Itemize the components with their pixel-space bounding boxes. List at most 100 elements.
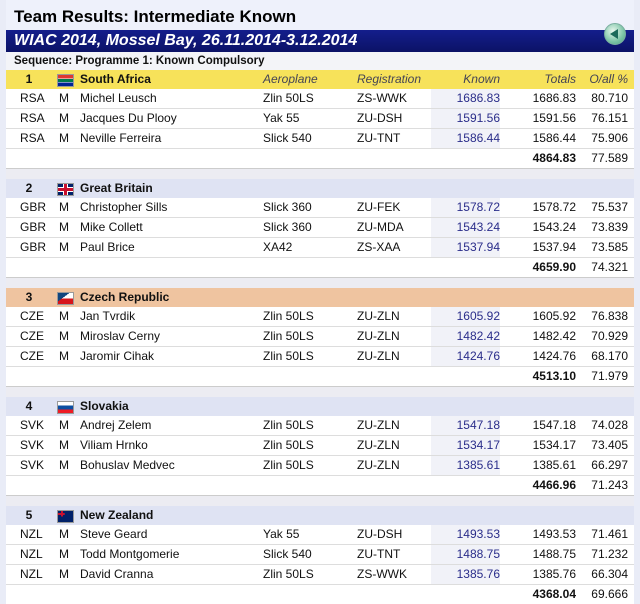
pilot-overall-pct: 73.585: [591, 240, 628, 254]
pilot-row[interactable]: RSA M Michel Leusch Zlin 50LS ZS-WWK 1686.83 1…: [6, 89, 634, 108]
team-header[interactable]: 5 New Zealand: [6, 506, 634, 525]
pilot-registration: ZS-XAA: [357, 240, 401, 254]
pilot-sex: M: [59, 567, 69, 581]
pilot-registration: ZU-DSH: [357, 111, 403, 125]
pilot-overall-pct: 71.232: [591, 547, 628, 561]
pilot-nation: RSA: [20, 131, 45, 145]
pilot-overall-pct: 75.537: [591, 200, 628, 214]
team-header[interactable]: 3 Czech Republic: [6, 288, 634, 307]
team-overall-pct: 77.589: [591, 151, 628, 165]
pilot-overall-pct: 70.929: [591, 329, 628, 343]
pilot-aeroplane: Slick 360: [263, 220, 312, 234]
team-separator: [6, 277, 634, 288]
pilot-nation: CZE: [20, 349, 44, 363]
team-rank: 4: [25, 399, 33, 413]
pilot-registration: ZU-MDA: [357, 220, 404, 234]
team-name: South Africa: [80, 72, 151, 86]
pilot-sex: M: [59, 91, 69, 105]
team-rank: 2: [25, 181, 33, 195]
team-name: New Zealand: [80, 508, 154, 522]
team-separator: [6, 386, 634, 397]
pilot-row[interactable]: NZL M Steve Geard Yak 55 ZU-DSH 1493.53 1493.5…: [6, 525, 634, 544]
pilot-sex: M: [59, 349, 69, 363]
pilot-row[interactable]: NZL M Todd Montgomerie Slick 540 ZU-TNT 1488.…: [6, 544, 634, 564]
pilot-total: 1591.56: [532, 111, 576, 125]
pilot-row[interactable]: SVK M Viliam Hrnko Zlin 50LS ZU-ZLN 1534.17 15…: [6, 435, 634, 455]
team-header[interactable]: 4 Slovakia: [6, 397, 634, 416]
pilot-name: Neville Ferreira: [80, 131, 162, 145]
sequence-label: Sequence: Programme 1: Known Compulsory: [6, 52, 634, 70]
pilot-total: 1543.24: [532, 220, 576, 234]
pilot-aeroplane: Zlin 50LS: [263, 91, 314, 105]
pilot-name: Todd Montgomerie: [80, 547, 180, 561]
pilot-name: Christopher Sills: [80, 200, 168, 214]
pilot-known-score: 1686.83: [431, 89, 500, 108]
team-total: 4513.10: [532, 369, 576, 383]
pilot-name: David Cranna: [80, 567, 154, 581]
pilot-row[interactable]: RSA M Neville Ferreira Slick 540 ZU-TNT 1586.…: [6, 128, 634, 148]
page-title: Team Results: Intermediate Known: [6, 0, 634, 30]
za-flag-icon: [57, 74, 74, 87]
back-button[interactable]: [604, 23, 626, 45]
pilot-nation: CZE: [20, 309, 44, 323]
pilot-registration: ZU-TNT: [357, 131, 401, 145]
event-banner: WIAC 2014, Mossel Bay, 26.11.2014-3.12.2…: [6, 23, 634, 52]
team-overall-pct: 71.979: [591, 369, 628, 383]
pilot-row[interactable]: RSA M Jacques Du Plooy Yak 55 ZU-DSH 1591.56 1…: [6, 108, 634, 128]
team-total-row: 4659.90 74.321: [6, 257, 634, 277]
pilot-known-score: 1488.75: [431, 545, 500, 564]
pilot-known-score: 1578.72: [431, 198, 500, 217]
team-name: Slovakia: [80, 399, 129, 413]
pilot-overall-pct: 68.170: [591, 349, 628, 363]
pilot-aeroplane: Slick 540: [263, 131, 312, 145]
pilot-nation: GBR: [20, 220, 47, 234]
team-rank: 3: [25, 290, 33, 304]
pilot-name: Jaromir Cihak: [80, 349, 155, 363]
team-rank: 1: [25, 72, 33, 86]
pilot-aeroplane: Zlin 50LS: [263, 567, 314, 581]
pilot-name: Andrej Zelem: [80, 418, 152, 432]
pilot-row[interactable]: GBR M Paul Brice XA42 ZS-XAA 1537.94 1537.94 73…: [6, 237, 634, 257]
pilot-registration: ZS-WWK: [357, 91, 407, 105]
pilot-row[interactable]: GBR M Christopher Sills Slick 360 ZU-FEK 1578…: [6, 198, 634, 217]
pilot-sex: M: [59, 438, 69, 452]
pilot-row[interactable]: NZL M David Cranna Zlin 50LS ZS-WWK 1385.76 13…: [6, 564, 634, 584]
sk-flag-icon: [57, 401, 74, 414]
pilot-overall-pct: 75.906: [591, 131, 628, 145]
team-separator: [6, 495, 634, 506]
team-header[interactable]: 1 South Africa Aeroplane Registration Known T…: [6, 70, 634, 89]
pilot-overall-pct: 66.304: [591, 567, 628, 581]
team-header[interactable]: 2 Great Britain: [6, 179, 634, 198]
pilot-overall-pct: 74.028: [591, 418, 628, 432]
pilot-registration: ZU-FEK: [357, 200, 401, 214]
team-overall-pct: 71.243: [591, 478, 628, 492]
pilot-registration: ZU-ZLN: [357, 458, 400, 472]
pilot-total: 1605.92: [532, 309, 576, 323]
column-known: Known: [463, 72, 500, 86]
pilot-total: 1385.76: [532, 567, 576, 581]
pilot-row[interactable]: CZE M Jaromir Cihak Zlin 50LS ZU-ZLN 1424.76 1…: [6, 346, 634, 366]
pilot-row[interactable]: GBR M Mike Collett Slick 360 ZU-MDA 1543.24 15…: [6, 217, 634, 237]
pilot-known-score: 1537.94: [431, 238, 500, 257]
pilot-row[interactable]: CZE M Miroslav Cerny Zlin 50LS ZU-ZLN 1482.42…: [6, 326, 634, 346]
pilot-nation: SVK: [20, 418, 45, 432]
pilot-row[interactable]: CZE M Jan Tvrdik Zlin 50LS ZU-ZLN 1605.92 1605…: [6, 307, 634, 326]
pilot-nation: NZL: [20, 527, 43, 541]
pilot-row[interactable]: SVK M Andrej Zelem Zlin 50LS ZU-ZLN 1547.18 15…: [6, 416, 634, 435]
pilot-registration: ZU-DSH: [357, 527, 403, 541]
results-table: 1 South Africa Aeroplane Registration Known T…: [6, 70, 634, 604]
team-total-row: 4368.04 69.666: [6, 584, 634, 604]
pilot-total: 1482.42: [532, 329, 576, 343]
pilot-total: 1578.72: [532, 200, 576, 214]
pilot-row[interactable]: SVK M Bohuslav Medvec Zlin 50LS ZU-ZLN 1385.6…: [6, 455, 634, 475]
pilot-registration: ZU-ZLN: [357, 329, 400, 343]
pilot-aeroplane: Yak 55: [263, 111, 300, 125]
pilot-aeroplane: Zlin 50LS: [263, 438, 314, 452]
team-total: 4864.83: [532, 151, 576, 165]
pilot-total: 1385.61: [532, 458, 576, 472]
pilot-name: Steve Geard: [80, 527, 148, 541]
pilot-sex: M: [59, 458, 69, 472]
pilot-total: 1686.83: [532, 91, 576, 105]
team-total: 4466.96: [532, 478, 576, 492]
column-totals: Totals: [544, 72, 576, 86]
